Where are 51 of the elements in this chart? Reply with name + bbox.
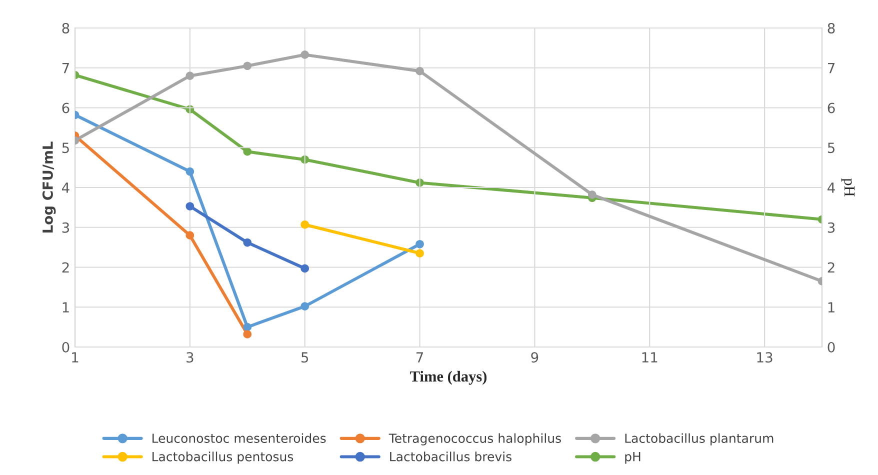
legend-label: Lactobacillus brevis: [390, 452, 512, 462]
point: [416, 249, 424, 258]
y-tick-label: 7: [62, 63, 69, 74]
x-tick-label: 11: [642, 352, 658, 362]
y2-tick-label: 4: [828, 182, 835, 193]
y-tick-label: 2: [62, 262, 69, 273]
y2-tick-label: 7: [828, 63, 835, 74]
point: [300, 302, 310, 310]
y-tick-label: 4: [62, 182, 70, 193]
y-axis-title: Log CFU/mL: [42, 142, 56, 232]
point: [243, 322, 252, 332]
point: [243, 238, 252, 247]
point: [243, 147, 252, 156]
point: [243, 330, 252, 338]
point: [186, 167, 194, 176]
x-tick-label: 9: [531, 352, 538, 363]
y2-tick-label: 5: [828, 142, 834, 154]
legend-label: pH: [625, 452, 640, 464]
point: [186, 202, 194, 210]
point: [416, 66, 424, 76]
point: [243, 62, 252, 70]
x-tick-label: 13: [757, 352, 772, 363]
y2-tick-label: 0: [828, 342, 835, 352]
legend-label: Leuconostoc mesenteroides: [152, 433, 326, 443]
y-tick-label: 8: [62, 22, 70, 34]
y2-tick-label: 6: [828, 102, 835, 114]
y-tick-label: 5: [62, 142, 69, 154]
point: [300, 220, 310, 229]
y-tick-label: 3: [62, 222, 70, 233]
x-tick-label: 7: [416, 352, 423, 362]
y2-axis-title: pH: [841, 178, 855, 196]
legend-label: Lactobacillus pentosus: [152, 452, 294, 464]
legend-label: Tetragenococcus halophilus: [388, 433, 561, 446]
point: [186, 72, 194, 80]
point: [300, 264, 310, 273]
point: [186, 231, 194, 240]
x-axis-title: Time (days): [410, 370, 487, 385]
x-tick-label: 1: [72, 352, 78, 362]
y-tick-label: 0: [62, 342, 70, 352]
point: [300, 50, 310, 59]
y-tick-label: 1: [62, 302, 69, 312]
legend-label: Lactobacillus plantarum: [625, 433, 774, 446]
x-tick-label: 3: [186, 352, 194, 363]
y2-tick-label: 1: [828, 302, 834, 312]
y2-tick-label: 2: [828, 262, 834, 273]
y2-tick-label: 3: [828, 222, 835, 233]
point: [416, 240, 424, 248]
point: [588, 190, 596, 199]
y-tick-label: 6: [62, 102, 70, 114]
y2-tick-label: 8: [828, 22, 835, 34]
x-tick-label: 5: [302, 352, 308, 363]
